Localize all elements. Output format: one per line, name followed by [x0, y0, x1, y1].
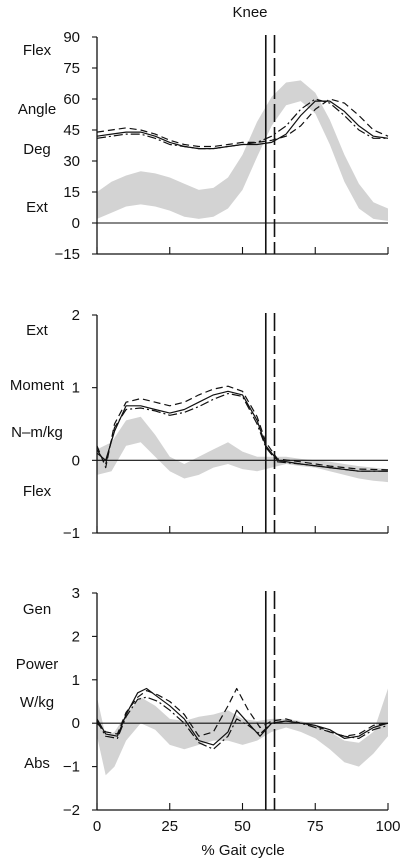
y-tick-label: −15 — [55, 246, 80, 263]
x-tick-label: 100 — [375, 818, 400, 835]
side-label-top: Gen — [23, 601, 51, 618]
y-tick-label: 0 — [72, 215, 80, 232]
side-label-top: Flex — [23, 42, 52, 59]
side-label-mid1: Moment — [10, 377, 65, 394]
side-label-mid1: Power — [16, 656, 59, 673]
figure-title: Knee — [232, 4, 267, 21]
y-tick-label: −1 — [63, 525, 80, 542]
normal-range-band — [97, 416, 388, 483]
y-tick-label: 75 — [63, 60, 80, 77]
side-label-mid1: Angle — [18, 101, 56, 118]
y-tick-label: 1 — [72, 380, 80, 397]
y-tick-label: 30 — [63, 153, 80, 170]
side-label-mid2: W/kg — [20, 694, 54, 711]
y-tick-label: 2 — [72, 628, 80, 645]
series-line-dashdot — [96, 98, 388, 150]
knee-angle-panel: −15 0 15 30 45 60 75 90 Flex Angle Deg Ext — [18, 29, 389, 263]
normal-range-band — [97, 688, 388, 776]
side-label-bottom: Flex — [23, 483, 52, 500]
normal-range-band — [97, 80, 388, 221]
y-tick-label: 3 — [72, 585, 80, 602]
series-line-dashed — [96, 98, 389, 148]
knee-power-panel: −2 −1 0 1 2 3 0 25 50 75 100 Gen Power W/kg Abs — [16, 585, 401, 835]
side-label-mid2: Deg — [23, 141, 51, 158]
y-tick-label: 60 — [63, 91, 80, 108]
x-tick-label: 25 — [161, 818, 178, 835]
y-tick-label: 0 — [72, 715, 80, 732]
y-tick-label: 90 — [63, 29, 80, 46]
side-label-mid2: N–m/kg — [11, 424, 63, 441]
side-label-bottom: Ext — [26, 199, 49, 216]
x-axis-label: % Gait cycle — [201, 842, 284, 859]
y-tick-label: −1 — [63, 759, 80, 776]
series-line-dashdot — [96, 392, 388, 472]
series-line-solid — [96, 687, 389, 746]
x-tick-label: 75 — [307, 818, 324, 835]
series-line-dashed — [96, 385, 389, 471]
knee-moment-panel: −1 0 1 2 Ext Moment N–m/kg Flex — [10, 307, 389, 542]
side-label-top: Ext — [26, 322, 49, 339]
y-tick-label: −2 — [63, 802, 80, 819]
x-tick-label: 50 — [234, 818, 251, 835]
y-tick-label: 0 — [72, 452, 80, 469]
y-tick-label: 45 — [63, 122, 80, 139]
series-line-dashdot — [96, 696, 389, 750]
x-tick-label: 0 — [93, 818, 101, 835]
side-label-bottom: Abs — [24, 755, 50, 772]
series-line-solid — [96, 100, 389, 150]
y-tick-label: 1 — [72, 672, 80, 689]
y-tick-label: 15 — [63, 184, 80, 201]
y-tick-label: 2 — [72, 307, 80, 324]
